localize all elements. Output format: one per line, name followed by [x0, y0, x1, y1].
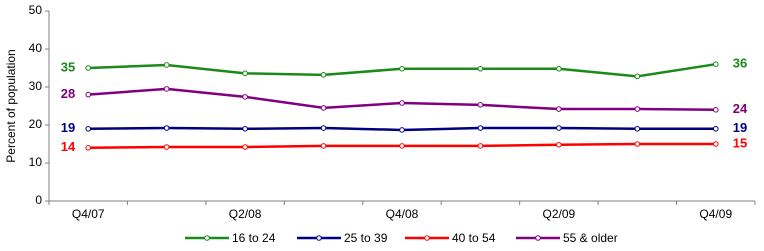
point — [320, 72, 327, 78]
x-tick-label: Q2/08 — [229, 207, 262, 221]
point — [556, 65, 562, 72]
point — [163, 125, 170, 131]
data-label: 35 — [61, 59, 75, 74]
point — [85, 126, 92, 132]
point — [634, 73, 641, 80]
data-label: 36 — [733, 56, 747, 71]
point — [712, 141, 719, 147]
point — [163, 62, 170, 68]
legend-marker — [424, 235, 430, 241]
legend-marker — [204, 235, 210, 241]
point — [242, 70, 248, 77]
legend-label: 16 to 24 — [232, 231, 276, 245]
y-tick-label: 30 — [29, 79, 43, 93]
point — [399, 100, 405, 106]
point — [163, 144, 170, 150]
point — [85, 91, 92, 98]
point — [242, 144, 248, 150]
point — [320, 125, 327, 131]
legend-label: 40 to 54 — [452, 231, 496, 245]
point — [399, 127, 405, 133]
point — [556, 125, 562, 131]
y-axis-label: Percent of population — [4, 49, 18, 162]
point — [634, 106, 641, 112]
x-tick-label: Q4/07 — [72, 207, 105, 221]
point — [477, 125, 484, 131]
point — [242, 94, 248, 100]
point — [477, 102, 484, 108]
point — [320, 105, 327, 111]
y-tick-label: 10 — [29, 155, 43, 169]
y-tick-label: 40 — [29, 41, 43, 55]
point — [85, 65, 92, 71]
point — [85, 145, 92, 151]
point — [477, 65, 484, 72]
x-tick-label: Q4/09 — [699, 207, 732, 221]
data-label: 28 — [61, 86, 75, 101]
point — [712, 61, 719, 67]
data-label: 24 — [733, 101, 748, 116]
point — [712, 126, 719, 132]
legend-label: 25 to 39 — [344, 231, 388, 245]
point — [634, 141, 641, 147]
series-line — [88, 87, 716, 112]
point — [556, 141, 562, 148]
data-label: 14 — [61, 139, 76, 154]
point — [556, 106, 562, 112]
y-tick-label: 20 — [29, 117, 43, 131]
y-tick-label: 0 — [35, 193, 42, 207]
data-label: 15 — [733, 135, 747, 150]
y-tick-label: 50 — [29, 3, 43, 17]
x-tick-label: Q4/08 — [386, 207, 419, 221]
data-label: 19 — [61, 120, 75, 135]
point — [242, 126, 248, 132]
legend-marker — [535, 235, 541, 241]
point — [634, 126, 641, 132]
point — [399, 143, 405, 149]
point — [399, 65, 405, 72]
legend-label: 55 & older — [563, 231, 618, 245]
x-tick-label: Q2/09 — [543, 207, 576, 221]
point — [477, 143, 484, 149]
point — [163, 86, 170, 92]
point — [712, 107, 719, 113]
data-label: 19 — [733, 120, 747, 135]
point — [320, 143, 327, 149]
legend-marker — [316, 235, 322, 241]
